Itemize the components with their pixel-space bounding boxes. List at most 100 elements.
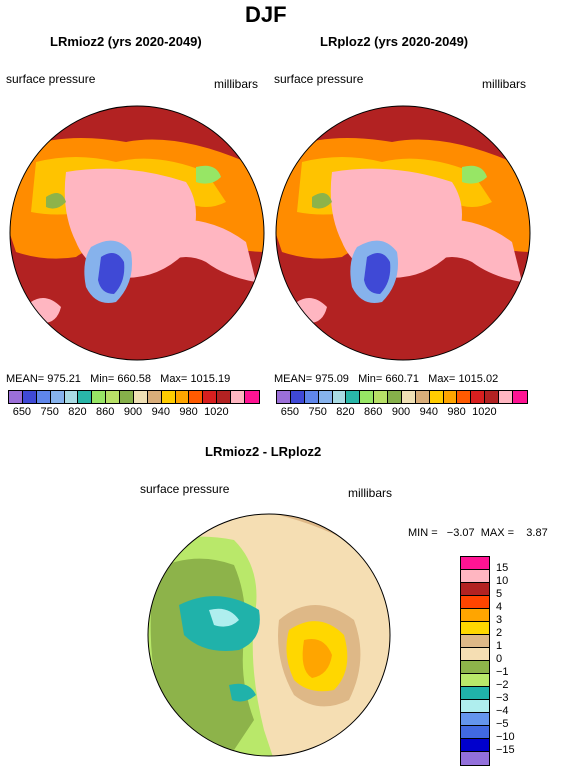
colorbar-swatch (457, 391, 472, 403)
colorbar-swatch (461, 739, 489, 752)
panel2-map (275, 105, 531, 361)
colorbar-swatch (461, 674, 489, 687)
colorbar-swatch (147, 391, 162, 403)
colorbar-swatch (290, 391, 305, 403)
colorbar-tick-label: 860 (364, 406, 383, 418)
panel2-max-label: Max= (428, 373, 456, 385)
colorbar-tick-label: 980 (179, 406, 198, 418)
colorbar-swatch (203, 391, 218, 403)
colorbar-tick-label: 650 (12, 406, 32, 418)
colorbar-tick-label: −1 (496, 666, 509, 678)
colorbar-tick-label: 4 (496, 601, 503, 613)
panel1-mean-value: 975.21 (47, 373, 81, 385)
panel2-units-label: millibars (482, 77, 527, 91)
colorbar-tick-label: −10 (496, 731, 515, 743)
panel2-min-value: 660.71 (385, 373, 419, 385)
diff-colorbar (460, 556, 490, 766)
colorbar-swatch (499, 391, 513, 403)
colorbar-swatch (443, 391, 458, 403)
panel2-mean-label: MEAN= (274, 373, 313, 385)
colorbar-swatch (120, 391, 134, 403)
diff-variable-label: surface pressure (140, 482, 230, 496)
colorbar-swatch (231, 391, 245, 403)
colorbar-swatch (388, 391, 402, 403)
colorbar-swatch (461, 713, 489, 726)
colorbar-swatch (78, 391, 93, 403)
panel2-title: LRploz2 (yrs 2020-2049) (320, 34, 469, 49)
colorbar-swatch (22, 391, 37, 403)
colorbar-swatch (461, 609, 489, 622)
panel1-variable-label: surface pressure (6, 72, 96, 86)
colorbar-tick-label: 820 (68, 406, 87, 418)
colorbar-swatch (461, 687, 489, 700)
panel1-min-label: Min= (90, 373, 115, 385)
colorbar-tick-label: 2 (496, 627, 503, 639)
panel2-variable-label: surface pressure (274, 72, 364, 86)
colorbar-tick-label: −5 (496, 718, 509, 730)
diff-title: LRmioz2 - LRploz2 (205, 444, 322, 459)
colorbar-swatch (429, 391, 444, 403)
colorbar-tick-label: −3 (496, 692, 509, 704)
colorbar-tick-label: 940 (151, 406, 170, 418)
colorbar-swatch (217, 391, 231, 403)
colorbar-tick-label: 3 (496, 614, 503, 626)
colorbar-swatch (189, 391, 204, 403)
colorbar-swatch (461, 648, 489, 661)
colorbar-tick-label: 980 (447, 406, 466, 418)
colorbar-tick-label: −15 (496, 744, 515, 756)
colorbar-tick-label: 940 (419, 406, 438, 418)
diff-units-label: millibars (348, 486, 393, 500)
colorbar-swatch (461, 583, 489, 596)
panel2-colorbar (276, 390, 528, 404)
panel2-min-label: Min= (358, 373, 383, 385)
main-title: DJF (245, 2, 287, 27)
colorbar-swatch (92, 391, 107, 403)
colorbar-swatch (318, 391, 333, 403)
colorbar-tick-label: 10 (496, 575, 509, 587)
colorbar-swatch (133, 391, 148, 403)
panel1-max-label: Max= (160, 373, 188, 385)
diff-map (147, 513, 391, 757)
colorbar-swatch (346, 391, 361, 403)
colorbar-swatch (512, 391, 527, 403)
colorbar-tick-label: 900 (391, 406, 411, 418)
colorbar-swatch (471, 391, 486, 403)
colorbar-swatch (244, 391, 259, 403)
colorbar-swatch (461, 622, 489, 635)
colorbar-swatch (461, 557, 489, 570)
colorbar-swatch (64, 391, 79, 403)
colorbar-tick-label: 860 (96, 406, 115, 418)
colorbar-swatch (161, 391, 176, 403)
colorbar-tick-label: 1 (496, 640, 503, 652)
colorbar-tick-label: 900 (123, 406, 143, 418)
colorbar-swatch (461, 752, 489, 765)
colorbar-swatch (106, 391, 120, 403)
panel1-max-value: 1015.19 (190, 373, 231, 385)
colorbar-swatch (50, 391, 65, 403)
colorbar-swatch (401, 391, 416, 403)
panel2-stats: MEAN= 975.09 Min= 660.71 Max= 1015.02 (274, 373, 498, 385)
colorbar-tick-label: 650 (280, 406, 300, 418)
panel2-mean-value: 975.09 (315, 373, 349, 385)
colorbar-swatch (304, 391, 319, 403)
panel1-map (9, 105, 265, 361)
colorbar-tick-label: 1020 (204, 406, 229, 418)
colorbar-tick-label: 5 (496, 588, 503, 600)
colorbar-swatch (485, 391, 499, 403)
colorbar-swatch (277, 391, 291, 403)
colorbar-tick-label: 820 (336, 406, 355, 418)
diff-minmax: MIN = −3.07 MAX = 3.87 (408, 527, 548, 539)
colorbar-swatch (461, 700, 489, 713)
colorbar-tick-label: 750 (40, 406, 59, 418)
colorbar-swatch (374, 391, 388, 403)
colorbar-swatch (461, 726, 489, 739)
colorbar-swatch (415, 391, 430, 403)
panel1-mean-label: MEAN= (6, 373, 45, 385)
colorbar-swatch (461, 596, 489, 609)
panel1-min-value: 660.58 (117, 373, 151, 385)
panel1-title: LRmioz2 (yrs 2020-2049) (50, 34, 202, 49)
colorbar-swatch (461, 635, 489, 648)
colorbar-swatch (461, 570, 489, 583)
colorbar-tick-label: 0 (496, 653, 503, 665)
colorbar-tick-label: 750 (308, 406, 327, 418)
